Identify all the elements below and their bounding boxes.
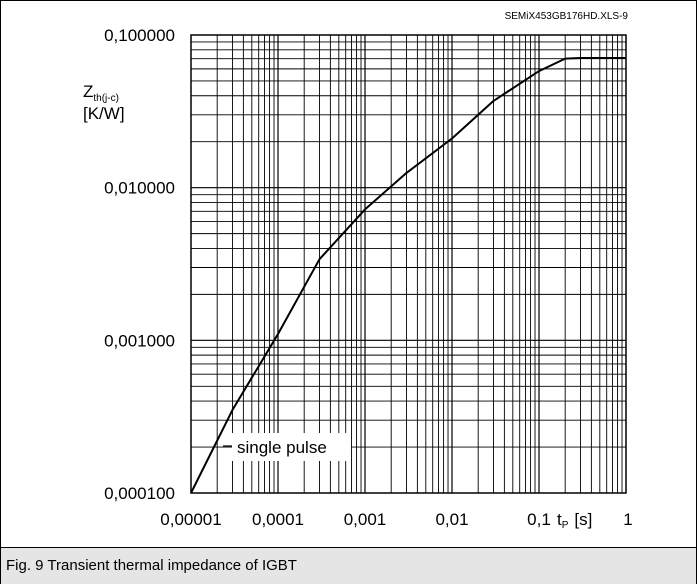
x-tick-label: 1 (623, 510, 632, 529)
x-tick-label: 0,01 (435, 510, 468, 529)
y-axis-subscript: th(j-c) (93, 93, 119, 104)
y-tick-label: 0,100000 (104, 26, 175, 45)
horizontal-grid (191, 41, 626, 448)
y-axis-title: Zth(j-c) [K/W] (83, 82, 125, 123)
y-tick-label: 0,010000 (104, 179, 175, 198)
series-layer (190, 57, 626, 494)
x-tick-label: 0,00001 (160, 510, 221, 529)
annotation-single-pulse: single pulse (237, 438, 327, 457)
series-line-zth (190, 57, 626, 494)
x-axis-symbol: t (557, 510, 562, 529)
figure-caption: Fig. 9 Transient thermal impedance of IG… (6, 557, 297, 574)
y-tick-label: 0,001000 (104, 331, 175, 350)
x-axis-unit: [s] (574, 510, 592, 529)
x-axis-subscript: P (562, 520, 569, 531)
y-tick-label: 0,000100 (104, 484, 175, 503)
y-axis-unit: [K/W] (83, 104, 125, 123)
y-tick-labels: 0,000100 0,001000 0,010000 0,100000 (104, 26, 175, 503)
annotation-box (232, 433, 351, 461)
x-tick-labels: 0,00001 0,0001 0,001 0,01 0,1 1 (160, 510, 632, 529)
x-tick-label: 0,1 (527, 510, 551, 529)
x-axis-title-bg (555, 509, 615, 531)
y-axis-symbol: Z (83, 82, 93, 101)
figure-id: SEMiX453GB176HD.XLS-9 (505, 11, 629, 22)
x-axis-title: tP [s] (555, 509, 615, 531)
annotation-layer: single pulse (223, 433, 351, 461)
vertical-grid (216, 35, 623, 493)
chart-svg: single pulse 0,000100 0,001000 0,010000 0,1… (83, 11, 633, 531)
x-tick-label: 0,0001 (252, 510, 304, 529)
svg-text:Zth(j-c): Zth(j-c) (83, 82, 119, 104)
caption-bar: Fig. 9 Transient thermal impedance of IG… (1, 547, 696, 584)
svg-text:tP[s]: tP [s] (557, 510, 592, 531)
x-tick-label: 0,001 (344, 510, 387, 529)
plot-border (190, 34, 627, 494)
